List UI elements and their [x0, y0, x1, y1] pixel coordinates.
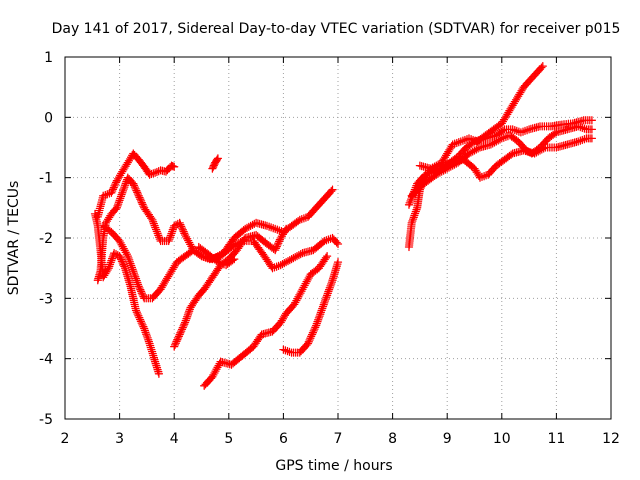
x-tick-label: 5	[224, 431, 233, 447]
y-tick-label: -2	[39, 231, 53, 247]
chart-title: Day 141 of 2017, Sidereal Day-to-day VTE…	[52, 21, 621, 37]
x-tick-label: 6	[279, 431, 288, 447]
x-axis-label: GPS time / hours	[275, 458, 392, 474]
y-tick-label: 1	[44, 50, 53, 66]
series-track-j	[404, 61, 547, 252]
y-axis-label: SDTVAR / TECUs	[6, 181, 22, 296]
x-tick-labels: 2 3 4 5 6 7 8 9 10 11 12	[61, 431, 620, 447]
y-tick-label: 0	[44, 110, 53, 126]
y-tick-label: -1	[39, 171, 53, 187]
series-layer	[90, 61, 597, 390]
x-tick-label: 7	[334, 431, 343, 447]
x-tick-label: 8	[388, 431, 397, 447]
series-track-a	[93, 149, 179, 222]
series-track-b	[208, 154, 223, 173]
x-tick-label: 12	[602, 431, 620, 447]
x-tick-label: 2	[61, 431, 70, 447]
series-track-f	[170, 224, 291, 351]
x-tick-label: 10	[493, 431, 511, 447]
series-track-h	[279, 257, 343, 357]
series-track-i	[194, 242, 239, 270]
x-tick-label: 4	[170, 431, 179, 447]
x-tick-label: 9	[443, 431, 452, 447]
y-tick-label: -3	[39, 291, 53, 307]
y-tick-label: -5	[39, 412, 53, 428]
y-tick-label: -4	[39, 352, 53, 368]
series-track-g	[200, 251, 332, 390]
y-tick-labels: -5 -4 -3 -2 -1 0 1	[39, 50, 53, 428]
series-track-m	[415, 134, 597, 182]
x-tick-label: 3	[115, 431, 124, 447]
x-tick-label: 11	[547, 431, 565, 447]
series-track-e	[99, 221, 343, 303]
axis-ticks	[64, 56, 612, 420]
grid	[65, 57, 611, 419]
